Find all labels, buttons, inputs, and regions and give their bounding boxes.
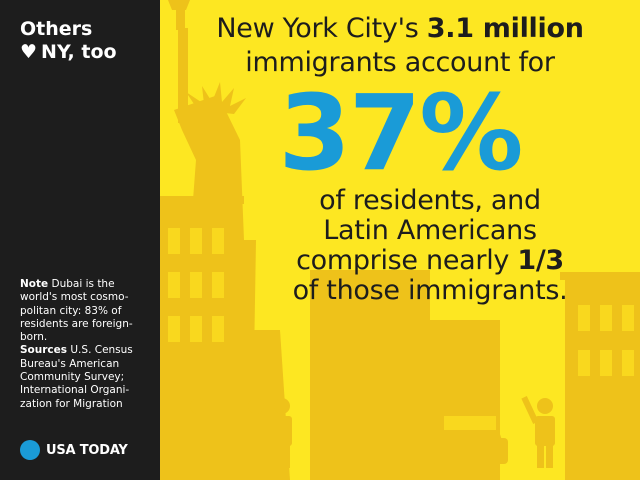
headline: New York City's 3.1 million immigrants a… — [160, 12, 640, 80]
headline-line-1: New York City's 3.1 million — [160, 12, 640, 46]
sidebar-title: Others ♥ NY, too — [20, 18, 117, 64]
heart-icon: ♥ — [20, 41, 38, 63]
body-text: of residents, and Latin Americans compri… — [220, 186, 640, 306]
person-icon — [188, 398, 208, 468]
body-line-4: of those immigrants. — [292, 275, 568, 306]
note-label: Note — [20, 278, 49, 290]
logo-text: USA TODAY — [46, 442, 128, 458]
note-text: Dubai is the world's most cosmo-politan … — [20, 278, 133, 344]
immigrant-count: 3.1 million — [426, 13, 584, 44]
body-line-2: Latin Americans — [323, 215, 537, 246]
sources-label: Sources — [20, 344, 68, 357]
person-icon — [606, 398, 626, 468]
street-lamp-icon — [310, 332, 381, 480]
title-line-2-text: NY, too — [41, 41, 117, 63]
person-icon — [272, 398, 292, 468]
note-block: Note Dubai is the world's most cosmo-pol… — [20, 278, 148, 411]
usa-today-logo: USA TODAY — [20, 440, 128, 460]
fraction-value: 1/3 — [517, 245, 564, 276]
person-waving-icon — [521, 396, 555, 468]
sources-text: U.S. Census Bureau's American Community … — [20, 344, 133, 410]
logo-dot-icon — [20, 440, 40, 460]
person-icon — [246, 398, 266, 468]
main-panel: New York City's 3.1 million immigrants a… — [160, 0, 640, 480]
headline-line-1-text: New York City's — [216, 13, 427, 44]
body-line-3-text: comprise nearly — [296, 245, 518, 276]
sidebar: Others ♥ NY, too Note Dubai is the world'… — [0, 0, 160, 480]
body-line-3: comprise nearly 1/3 — [220, 246, 640, 276]
city-skyline-illustration — [160, 0, 640, 480]
title-line-2: ♥ NY, too — [20, 41, 117, 64]
person-icon — [580, 398, 600, 468]
headline-line-2: immigrants account for — [245, 47, 555, 78]
big-percent: 37% — [278, 72, 524, 194]
body-line-1: of residents, and — [319, 185, 541, 216]
title-line-1: Others — [20, 18, 93, 40]
